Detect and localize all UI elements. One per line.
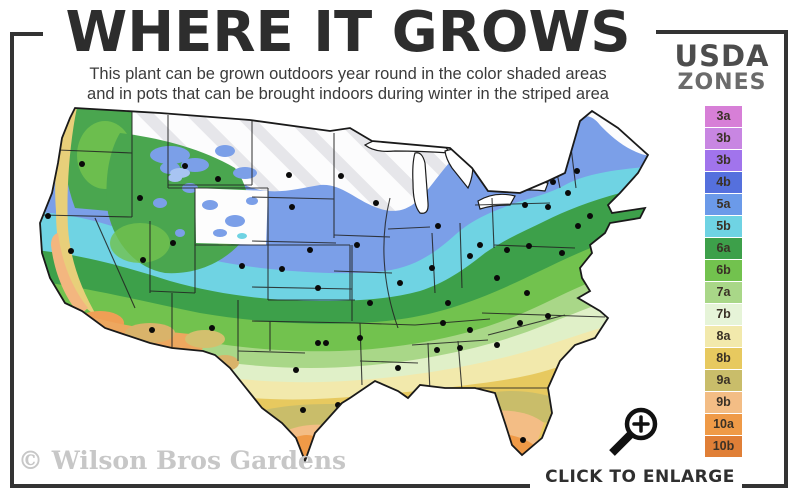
state-borders [41, 108, 606, 394]
watermark: © Wilson Bros Gardens [18, 446, 347, 475]
city-dot [435, 223, 441, 229]
legend-heading-usda: USDA [674, 39, 770, 73]
city-dot [565, 190, 571, 196]
city-dot [239, 263, 245, 269]
zone-chip-9a: 9a [705, 370, 742, 391]
city-dot [307, 247, 313, 253]
zone-chip-3b: 3b [705, 128, 742, 149]
city-dot [289, 204, 295, 210]
city-dot [517, 320, 523, 326]
city-dot [357, 335, 363, 341]
city-dot [286, 172, 292, 178]
city-dot [79, 161, 85, 167]
city-dot [545, 204, 551, 210]
city-dot [373, 200, 379, 206]
city-dot [386, 392, 392, 398]
city-dot [504, 247, 510, 253]
zone-legend-chips: 3a 3b 3b 4b 5a 5b 6a 6b 7a 7b 8a 8b 9a 9b 10a 10b [705, 106, 742, 458]
city-dot [559, 250, 565, 256]
zone-chip-10a: 10a [705, 414, 742, 435]
frame-top-left-segment [10, 32, 43, 36]
subtitle-line-2: and in pots that can be brought indoors … [87, 85, 609, 104]
zone-chip-5a: 5a [705, 194, 742, 215]
us-outline [39, 107, 650, 464]
city-dot [526, 243, 532, 249]
city-dot [367, 300, 373, 306]
city-dot [45, 213, 51, 219]
city-dot [92, 327, 98, 333]
frame-bottom-left-line [10, 484, 530, 488]
zone-chip-8b: 8b [705, 348, 742, 369]
city-dot [293, 367, 299, 373]
zone-chip-5b: 5b [705, 216, 742, 237]
zone-chip-3b: 3b [705, 150, 742, 171]
city-dot [575, 223, 581, 229]
zone-chip-6a: 6a [705, 238, 742, 259]
zone-chip-6b: 6b [705, 260, 742, 281]
city-dot [338, 173, 344, 179]
subtitle-line-1: This plant can be grown outdoors year ro… [89, 65, 607, 83]
frame-left-line [10, 32, 14, 488]
city-dot [587, 213, 593, 219]
city-dot [492, 403, 498, 409]
zone-chip-7b: 7b [705, 304, 742, 325]
city-dot [140, 257, 146, 263]
frame-top-right-segment [656, 30, 788, 34]
city-dot [137, 195, 143, 201]
page-title: WHERE IT GROWS [65, 0, 631, 65]
city-dot [315, 285, 321, 291]
click-to-enlarge-label[interactable]: CLICK TO ENLARGE [545, 467, 735, 487]
usda-zone-map-svg[interactable] [20, 93, 670, 478]
city-dot [467, 253, 473, 259]
city-dot [395, 365, 401, 371]
city-dot [399, 400, 405, 406]
usda-zone-map[interactable] [20, 93, 670, 478]
city-dot [282, 430, 288, 436]
city-dot [315, 340, 321, 346]
city-dot [467, 327, 473, 333]
city-dot [323, 340, 329, 346]
click-to-enlarge-button[interactable]: CLICK TO ENLARGE [540, 403, 740, 493]
zone-chip-4b: 4b [705, 172, 742, 193]
city-dot [494, 275, 500, 281]
subtitle: This plant can be grown outdoors year ro… [40, 64, 656, 104]
city-dot [477, 242, 483, 248]
city-dot [494, 342, 500, 348]
magnifier-icon[interactable] [602, 403, 664, 465]
zone-chip-8a: 8a [705, 326, 742, 347]
zone-chip-9b: 9b [705, 392, 742, 413]
city-dot [524, 290, 530, 296]
city-dot [300, 407, 306, 413]
city-dot [574, 168, 580, 174]
zone-chip-7a: 7a [705, 282, 742, 303]
usda-zones-legend-heading: USDA ZONES [656, 39, 788, 95]
city-dot [457, 345, 463, 351]
city-dot [279, 266, 285, 272]
city-dot [440, 320, 446, 326]
city-dot [397, 280, 403, 286]
city-dot [149, 327, 155, 333]
city-dot [182, 163, 188, 169]
city-dot [354, 242, 360, 248]
city-dot [209, 325, 215, 331]
frame-right-line [784, 30, 788, 488]
city-dot [550, 179, 556, 185]
city-dot [445, 300, 451, 306]
zone-chip-10b: 10b [705, 436, 742, 457]
legend-heading-zones: ZONES [677, 70, 767, 95]
city-dot [434, 347, 440, 353]
city-dot [170, 240, 176, 246]
city-dot [215, 176, 221, 182]
city-dot [68, 248, 74, 254]
city-dot [429, 265, 435, 271]
frame-bottom-right-segment [742, 484, 788, 488]
city-dot [522, 202, 528, 208]
zone-chip-3a: 3a [705, 106, 742, 127]
city-dot [520, 437, 526, 443]
city-dot [545, 313, 551, 319]
